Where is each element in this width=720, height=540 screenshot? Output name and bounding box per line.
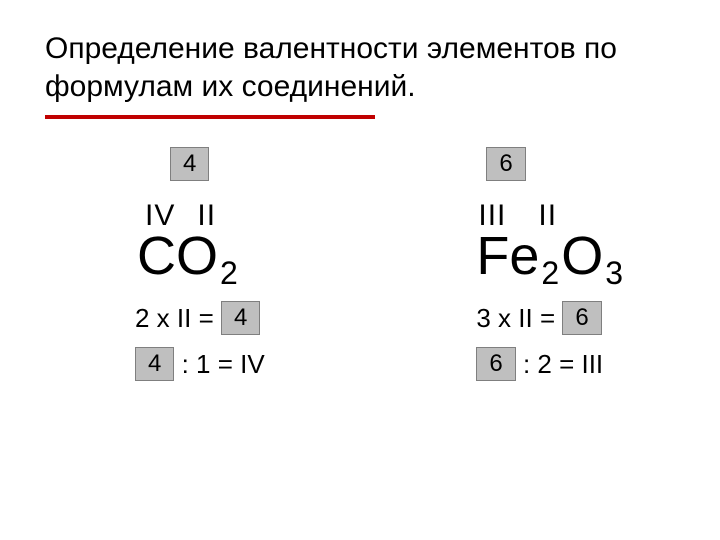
equation-2-text: : 2 = III [516, 349, 603, 380]
subscript-2: 2 [220, 257, 238, 289]
equation-1-text: 2 x II = [135, 303, 221, 334]
equation-2-box: 4 [135, 347, 174, 381]
subscript-o-3: 3 [605, 257, 623, 289]
valence-oxygen: II [538, 199, 557, 233]
element-o: O [561, 229, 603, 283]
formula-fe2o3: Fe 2 O 3 [476, 229, 625, 283]
formula-co2: C O 2 [137, 229, 240, 283]
element-o: O [176, 229, 218, 283]
equation-1-box: 6 [562, 301, 601, 335]
equation-2-box: 6 [476, 347, 515, 381]
equation-1: 2 x II = 4 [135, 301, 260, 335]
page-title: Определение валентности элементов по фор… [45, 30, 675, 105]
column-fe2o3: 6 III II Fe 2 O 3 3 x II = 6 6 : 2 = III [476, 144, 625, 393]
content-area: 4 IV II C O 2 2 x II = 4 4 : 1 = IV 6 II… [45, 144, 675, 393]
top-result-row: 4 [170, 144, 209, 184]
element-fe: Fe [476, 229, 539, 283]
equation-1-text: 3 x II = [476, 303, 562, 334]
top-result-box: 6 [486, 147, 525, 181]
column-co2: 4 IV II C O 2 2 x II = 4 4 : 1 = IV [135, 144, 265, 393]
equation-1: 3 x II = 6 [476, 301, 601, 335]
element-c: C [137, 229, 176, 283]
subscript-fe-2: 2 [541, 257, 559, 289]
title-underline [45, 115, 375, 119]
equation-2-text: : 1 = IV [174, 349, 264, 380]
equation-1-box: 4 [221, 301, 260, 335]
equation-2: 4 : 1 = IV [135, 347, 265, 381]
equation-2: 6 : 2 = III [476, 347, 603, 381]
top-result-box: 4 [170, 147, 209, 181]
top-result-row: 6 [486, 144, 525, 184]
